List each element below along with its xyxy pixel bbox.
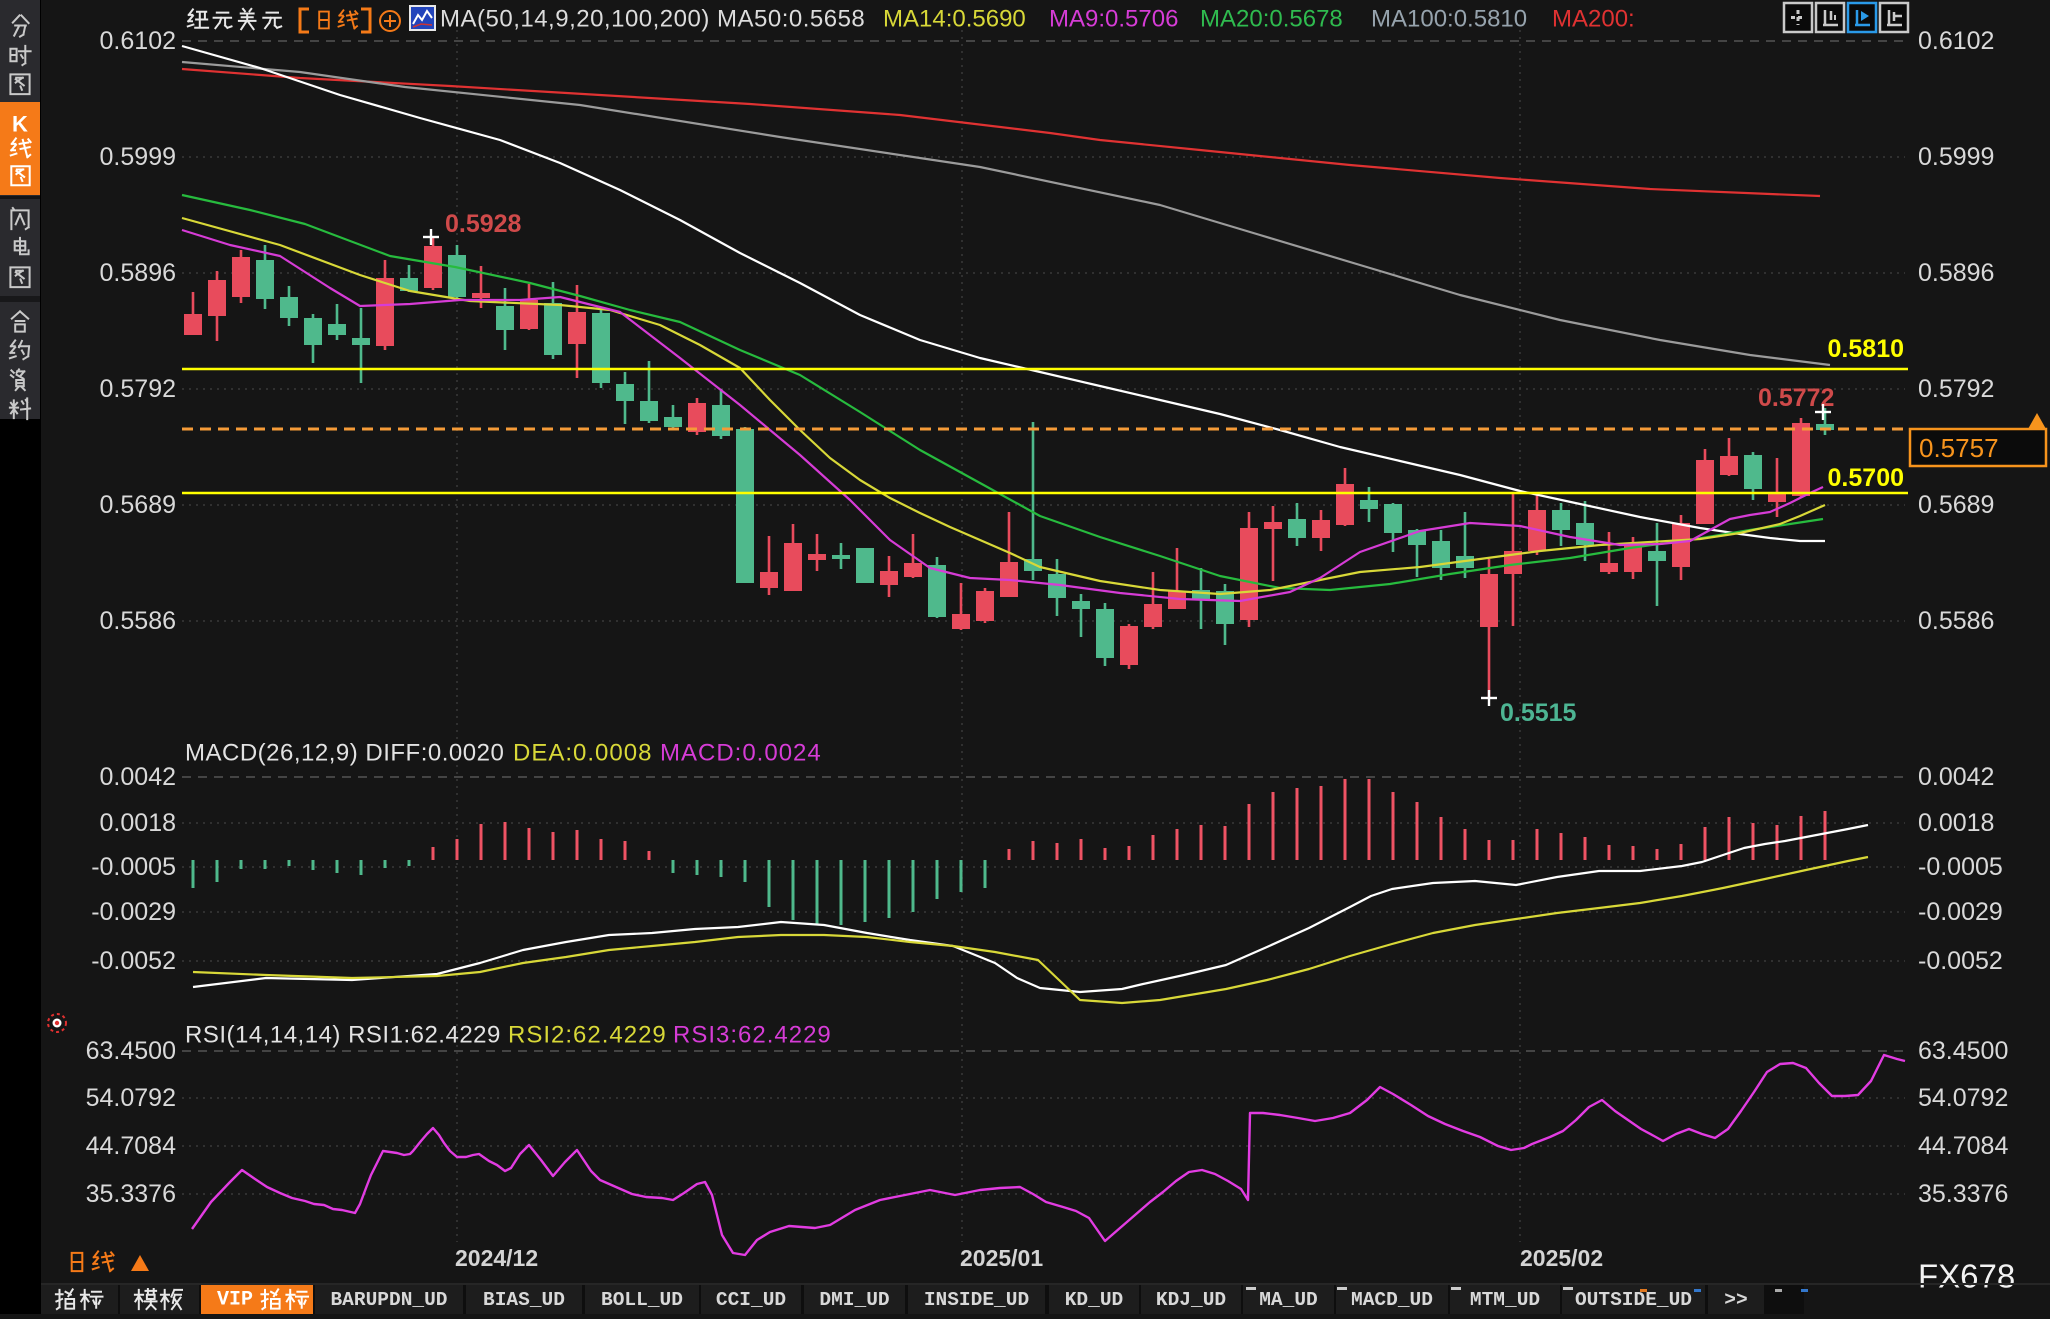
svg-text:-0.0005: -0.0005 <box>1918 853 2003 881</box>
svg-text:0.5772: 0.5772 <box>1758 384 1834 412</box>
svg-text:MA100:0.5810: MA100:0.5810 <box>1371 6 1527 33</box>
svg-text:0.5999: 0.5999 <box>1918 143 1994 171</box>
svg-text:-0.0029: -0.0029 <box>91 898 176 926</box>
svg-text:63.4500: 63.4500 <box>1918 1037 2008 1065</box>
svg-text:MACD:0.0024: MACD:0.0024 <box>660 740 822 767</box>
svg-text:MACD(26,12,9) DIFF:0.0020: MACD(26,12,9) DIFF:0.0020 <box>185 740 504 767</box>
svg-text:MA20:0.5678: MA20:0.5678 <box>1200 6 1343 33</box>
svg-text:BIAS_UD: BIAS_UD <box>483 1289 565 1311</box>
svg-text:35.3376: 35.3376 <box>1918 1180 2008 1208</box>
svg-text:54.0792: 54.0792 <box>86 1084 176 1112</box>
svg-text:0.5757: 0.5757 <box>1919 433 1999 463</box>
svg-text:MA200:: MA200: <box>1552 6 1635 33</box>
svg-text:RSI3:62.4229: RSI3:62.4229 <box>673 1022 832 1049</box>
svg-text:CCI_UD: CCI_UD <box>716 1289 786 1311</box>
svg-text:-0.0005: -0.0005 <box>91 853 176 881</box>
svg-text:MTM_UD: MTM_UD <box>1470 1289 1540 1311</box>
svg-text:0.5689: 0.5689 <box>100 491 176 519</box>
svg-text:RSI2:62.4229: RSI2:62.4229 <box>508 1022 667 1049</box>
svg-text:2024/12: 2024/12 <box>455 1245 538 1271</box>
svg-text:44.7084: 44.7084 <box>86 1132 176 1160</box>
svg-text:-0.0029: -0.0029 <box>1918 898 2003 926</box>
svg-text:MA_UD: MA_UD <box>1259 1289 1318 1311</box>
svg-text:MA9:0.5706: MA9:0.5706 <box>1049 6 1178 33</box>
svg-text:>>: >> <box>1724 1289 1747 1311</box>
svg-text:0.5586: 0.5586 <box>100 607 176 635</box>
svg-text:0.5896: 0.5896 <box>100 259 176 287</box>
svg-text:FX678: FX678 <box>1918 1258 2015 1295</box>
svg-text:MA14:0.5690: MA14:0.5690 <box>883 6 1026 33</box>
svg-text:0.5896: 0.5896 <box>1918 259 1994 287</box>
svg-text:0.5700: 0.5700 <box>1828 464 1904 492</box>
svg-text:DMI_UD: DMI_UD <box>819 1289 889 1311</box>
svg-text:MA(50,14,9,20,100,200) MA50:0: MA(50,14,9,20,100,200) MA50:0.5658 <box>440 6 865 33</box>
svg-text:35.3376: 35.3376 <box>86 1180 176 1208</box>
svg-text:0.5689: 0.5689 <box>1918 491 1994 519</box>
svg-text:DEA:0.0008: DEA:0.0008 <box>513 740 652 767</box>
svg-text:0.5515: 0.5515 <box>1500 699 1577 727</box>
svg-text:0.6102: 0.6102 <box>100 27 176 55</box>
svg-text:-0.0052: -0.0052 <box>1918 947 2003 975</box>
svg-text:44.7084: 44.7084 <box>1918 1132 2008 1160</box>
svg-text:54.0792: 54.0792 <box>1918 1084 2008 1112</box>
svg-text:2025/02: 2025/02 <box>1520 1245 1603 1271</box>
svg-text:0.6102: 0.6102 <box>1918 27 1994 55</box>
svg-text:0.5586: 0.5586 <box>1918 607 1994 635</box>
svg-text:K: K <box>12 112 28 137</box>
svg-text:BARUPDN_UD: BARUPDN_UD <box>330 1289 447 1311</box>
svg-text:OUTSIDE_UD: OUTSIDE_UD <box>1575 1289 1692 1311</box>
svg-text:KDJ_UD: KDJ_UD <box>1156 1289 1226 1311</box>
svg-text:BOLL_UD: BOLL_UD <box>601 1289 683 1311</box>
svg-text:VIP: VIP <box>217 1289 253 1312</box>
svg-text:INSIDE_UD: INSIDE_UD <box>924 1289 1029 1311</box>
svg-text:0.0042: 0.0042 <box>100 763 176 791</box>
svg-text:RSI(14,14,14) RSI1:62.4229: RSI(14,14,14) RSI1:62.4229 <box>185 1022 501 1049</box>
svg-text:63.4500: 63.4500 <box>86 1037 176 1065</box>
svg-text:0.0018: 0.0018 <box>100 809 176 837</box>
svg-text:0.0018: 0.0018 <box>1918 809 1994 837</box>
svg-text:2025/01: 2025/01 <box>960 1245 1043 1271</box>
svg-text:KD_UD: KD_UD <box>1065 1289 1124 1311</box>
svg-text:-0.0052: -0.0052 <box>91 947 176 975</box>
svg-text:0.5792: 0.5792 <box>1918 375 1994 403</box>
svg-text:0.5792: 0.5792 <box>100 375 176 403</box>
svg-text:MACD_UD: MACD_UD <box>1351 1289 1433 1311</box>
svg-text:0.0042: 0.0042 <box>1918 763 1994 791</box>
svg-text:0.5999: 0.5999 <box>100 143 176 171</box>
svg-text:0.5928: 0.5928 <box>445 210 522 238</box>
svg-text:0.5810: 0.5810 <box>1828 335 1904 363</box>
